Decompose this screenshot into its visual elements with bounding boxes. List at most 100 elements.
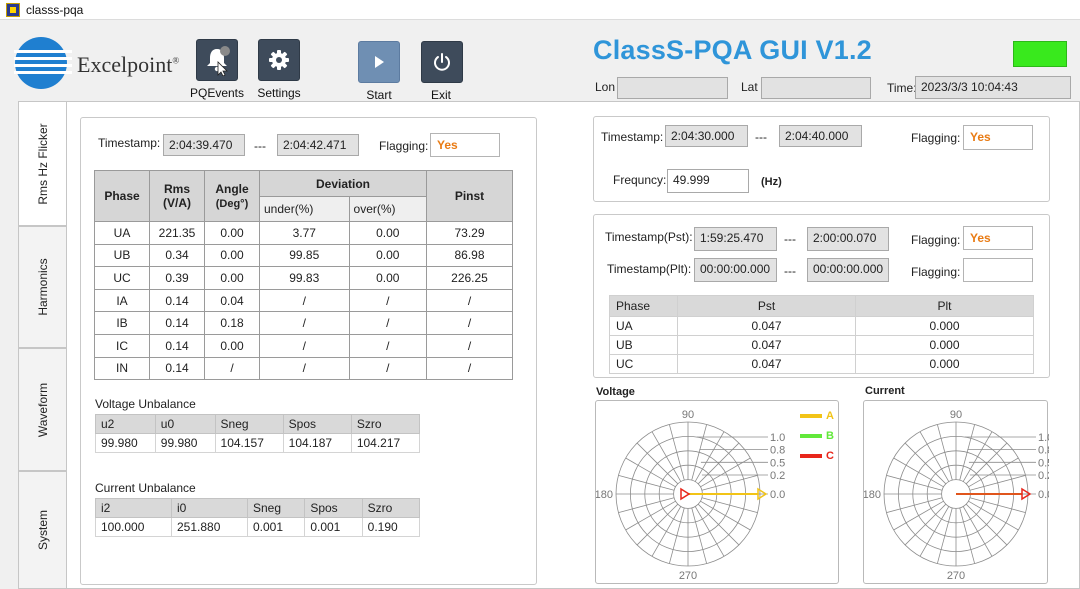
voltage-unbalance-title: Voltage Unbalance — [95, 397, 196, 411]
title-bar: classs-pqa — [0, 0, 1080, 20]
pst-flag-label: Flagging: — [911, 233, 961, 247]
col-under: under(%) — [259, 196, 350, 222]
table-row: IB 0.14 0.18// / — [94, 311, 513, 335]
settings-label: Settings — [257, 86, 301, 100]
polar-spoke — [625, 457, 676, 488]
polar-spoke — [691, 424, 708, 481]
grid-value: 104.187 — [282, 433, 352, 453]
lon-field[interactable] — [617, 77, 728, 99]
table-cell: 0.047 — [677, 335, 856, 355]
grid-value: 99.980 — [154, 433, 216, 453]
freq-ts-end[interactable]: 2:04:40.000 — [779, 125, 862, 147]
table-cell: UC — [609, 354, 678, 374]
polar-spoke — [893, 500, 944, 531]
table-cell: 221.35 — [149, 221, 205, 245]
table-cell: 0.00 — [348, 221, 428, 245]
polar-spoke — [968, 500, 1019, 531]
legend-swatch — [800, 434, 822, 438]
freq-ts-start[interactable]: 2:04:30.000 — [665, 125, 748, 147]
lat-label: Lat — [741, 80, 758, 94]
start-button[interactable] — [358, 41, 400, 83]
pst-ts-start[interactable]: 1:59:25.470 — [694, 227, 777, 251]
tab-harmonics[interactable]: Harmonics — [18, 226, 66, 348]
pst-flag-value: Yes — [963, 226, 1033, 250]
plt-ts-start[interactable]: 00:00:00.000 — [694, 258, 777, 282]
polar-spoke — [668, 424, 685, 481]
polar-spoke — [965, 503, 1008, 546]
settings-button[interactable] — [258, 39, 300, 81]
polar-spoke — [919, 506, 950, 557]
frequency-value[interactable]: 49.999 — [667, 169, 749, 193]
polar-spoke — [636, 442, 679, 485]
table-cell: IB — [94, 311, 150, 335]
voltage-unbalance-table: u2 u0 Sneg Spos Szro 99.980 99.980 104.157 104.… — [95, 414, 421, 453]
legend-label: B — [826, 430, 834, 442]
table-cell: 0.000 — [855, 335, 1034, 355]
plt-ts-end[interactable]: 00:00:00.000 — [807, 258, 889, 282]
time-label: Time: — [887, 81, 917, 95]
lat-field[interactable] — [761, 77, 871, 99]
table-cell: 99.83 — [259, 266, 350, 290]
pqevents-button[interactable] — [196, 39, 238, 81]
polar-spoke — [904, 442, 947, 485]
polar-spoke — [969, 497, 1026, 514]
table-cell: / — [259, 288, 350, 313]
polar-spoke — [962, 431, 993, 482]
exit-button[interactable] — [421, 41, 463, 83]
time-field[interactable]: 2023/3/3 10:04:43 — [915, 76, 1071, 99]
excelpoint-logo-icon — [14, 37, 72, 89]
polar-radial-label: 1.0 — [770, 432, 785, 444]
current-polar-chart: 1.00.80.50.2 0.0 90 180 270 — [863, 409, 1054, 582]
flicker-table: Phase Pst Plt UA 0.047 0.000 UB 0.047 0.000 UC… — [609, 295, 1034, 374]
rms-flag-value: Yes — [430, 133, 500, 157]
table-cell: 0.000 — [855, 354, 1034, 374]
polar-spoke — [886, 497, 943, 514]
table-cell: IC — [94, 333, 150, 358]
lon-label: Lon — [595, 80, 616, 94]
pst-ts-sep: --- — [784, 232, 796, 246]
table-cell: / — [426, 311, 513, 335]
table-cell: / — [426, 288, 513, 313]
table-row: UB 0.34 0.00 99.85 0.00 86.98 — [94, 243, 513, 268]
polar-spoke — [936, 424, 953, 481]
rms-ts-start[interactable]: 2:04:39.470 — [163, 134, 245, 156]
tab-system[interactable]: System — [18, 471, 66, 589]
polar-spoke — [962, 506, 993, 557]
rms-ts-end[interactable]: 2:04:42.471 — [277, 134, 359, 156]
rms-flag-label: Flagging: — [379, 139, 429, 153]
col-pinst: Pinst — [426, 170, 513, 222]
pst-ts-end[interactable]: 2:00:00.070 — [807, 227, 889, 251]
col-phase: Phase — [609, 295, 678, 317]
polar-radial-label: 0.0 — [770, 489, 785, 501]
plt-flag-label: Flagging: — [911, 265, 961, 279]
legend-label: A — [826, 410, 834, 422]
voltage-polar-title: Voltage — [596, 386, 635, 398]
table-cell: 0.00 — [204, 333, 260, 358]
grid-header: Szro — [361, 498, 421, 518]
table-cell: 0.00 — [348, 243, 428, 268]
side-tabs: Rms Hz Flicker Harmonics Waveform System — [18, 101, 67, 589]
table-cell: / — [259, 356, 350, 381]
polar-spoke — [697, 503, 740, 546]
tab-rms-hz-flicker[interactable]: Rms Hz Flicker — [18, 101, 67, 226]
table-cell: 0.00 — [204, 266, 260, 290]
phasor-c-arrow — [680, 487, 691, 501]
polar-angle-label: 180 — [596, 489, 613, 501]
polar-spoke — [694, 431, 725, 482]
legend-swatch — [800, 414, 822, 418]
table-row: UB 0.047 0.000 — [609, 335, 1034, 355]
table-cell: UB — [609, 335, 678, 355]
polar-angle-label: 270 — [679, 570, 697, 582]
polar-spoke — [636, 503, 679, 546]
bell-cursor-icon — [207, 46, 230, 76]
polar-spoke — [969, 474, 1026, 491]
table-cell: 0.000 — [855, 316, 1034, 336]
polar-spoke — [701, 474, 758, 491]
freq-timestamp-label: Timestamp: — [601, 130, 664, 144]
tab-waveform[interactable]: Waveform — [18, 348, 66, 471]
col-deviation: Deviation — [259, 170, 427, 197]
polar-angle-label: 90 — [950, 409, 962, 421]
table-cell: 0.14 — [149, 311, 205, 335]
frequency-unit: (Hz) — [761, 176, 782, 188]
